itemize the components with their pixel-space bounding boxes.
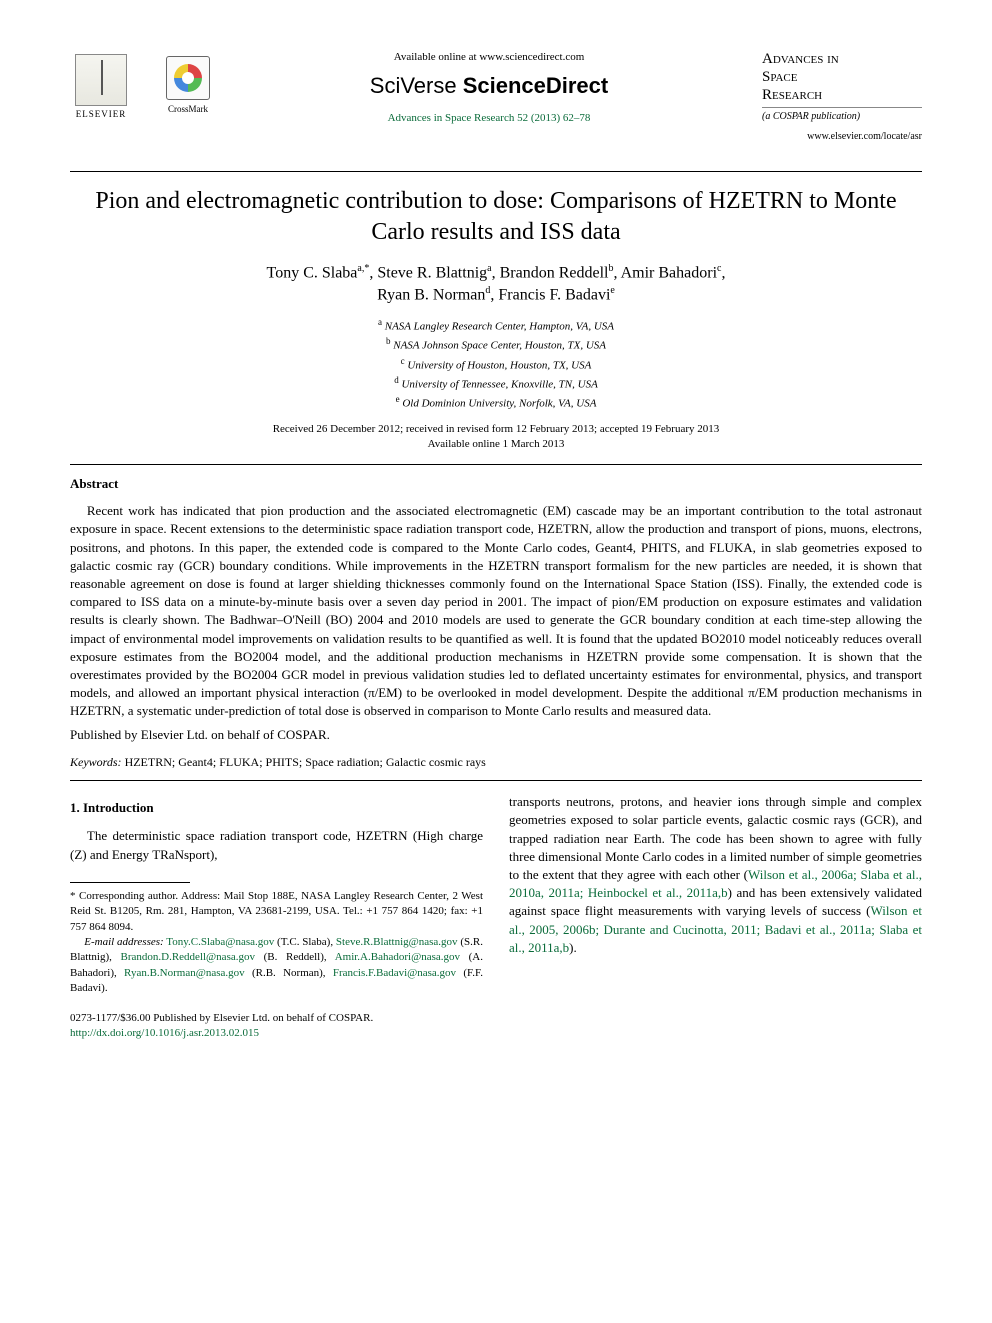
email-reddell[interactable]: Brandon.D.Reddell@nasa.gov [121,951,255,963]
email-blattnig[interactable]: Steve.R.Blattnig@nasa.gov [336,936,458,948]
available-online: Available online at www.sciencedirect.co… [394,50,585,65]
email-label: E-mail addresses: [84,936,163,948]
email-badavi[interactable]: Francis.F.Badavi@nasa.gov [333,967,456,979]
journal-title-l3: Research [762,86,922,104]
crossmark-icon [166,56,210,100]
abstract-top-rule [70,464,922,465]
journal-url: www.elsevier.com/locate/asr [762,130,922,144]
email-slaba[interactable]: Tony.C.Slaba@nasa.gov [166,936,274,948]
journal-title-l2: Space [762,68,922,86]
keywords: Keywords: HZETRN; Geant4; FLUKA; PHITS; … [70,754,922,770]
published-by: Published by Elsevier Ltd. on behalf of … [70,726,922,744]
affil-b: NASA Johnson Space Center, Houston, TX, … [393,340,606,352]
article-dates: Received 26 December 2012; received in r… [70,422,922,452]
email-bahadori[interactable]: Amir.A.Bahadori@nasa.gov [335,951,460,963]
journal-reference: Advances in Space Research 52 (2013) 62–… [388,111,591,126]
crossmark-badge[interactable]: CrossMark [160,56,216,115]
sciverse-logo: SciVerse ScienceDirect [370,71,608,101]
header-center: Available online at www.sciencedirect.co… [216,50,762,125]
keywords-list: HZETRN; Geant4; FLUKA; PHITS; Space radi… [125,755,486,769]
cospar-publication: (a COSPAR publication) [762,110,922,124]
body-columns: 1. Introduction The deterministic space … [70,793,922,1041]
intro-p1: The deterministic space radiation transp… [70,827,483,863]
author-3: , Brandon Reddell [492,265,609,282]
dates-l2: Available online 1 March 2013 [428,438,565,450]
page-header: ELSEVIER CrossMark Available online at w… [70,50,922,143]
affil-e: Old Dominion University, Norfolk, VA, US… [402,398,596,410]
author-6-aff: e [610,285,614,296]
journal-ref-link[interactable]: Advances in Space Research 52 (2013) 62–… [388,112,591,124]
elsevier-logo: ELSEVIER [70,50,132,120]
doi-link[interactable]: http://dx.doi.org/10.1016/j.asr.2013.02.… [70,1027,259,1039]
corresponding-author: * Corresponding author. Address: Mail St… [70,889,483,935]
email-norman[interactable]: Ryan.B.Norman@nasa.gov [124,967,245,979]
authors: Tony C. Slabaa,*, Steve R. Blattniga, Br… [70,262,922,306]
email-addresses: E-mail addresses: Tony.C.Slaba@nasa.gov … [70,935,483,997]
crossmark-label: CrossMark [168,103,208,115]
header-right: Advances in Space Research (a COSPAR pub… [762,50,922,143]
affil-c: University of Houston, Houston, TX, USA [407,359,591,371]
abstract-heading: Abstract [70,475,922,493]
footnote-separator [70,882,190,883]
doi-copyright-block: 0273-1177/$36.00 Published by Elsevier L… [70,1011,483,1042]
sciverse-a: SciVerse [370,73,457,98]
abstract-text: Recent work has indicated that pion prod… [70,502,922,720]
footnotes: * Corresponding author. Address: Mail St… [70,889,483,997]
article-title: Pion and electromagnetic contribution to… [70,186,922,248]
column-right: transports neutrons, protons, and heavie… [509,793,922,1041]
intro-heading: 1. Introduction [70,799,483,817]
affil-a: NASA Langley Research Center, Hampton, V… [385,321,614,333]
dates-l1: Received 26 December 2012; received in r… [273,423,720,435]
elsevier-label: ELSEVIER [76,108,127,120]
column-left: 1. Introduction The deterministic space … [70,793,483,1041]
journal-title-l1: Advances in [762,50,922,68]
author-6: , Francis F. Badavi [490,287,610,304]
author-2: , Steve R. Blattnig [369,265,487,282]
author-5: Ryan B. Norman [377,287,485,304]
header-left: ELSEVIER CrossMark [70,50,216,120]
elsevier-tree-icon [75,54,127,106]
author-1-aff: a,* [357,263,369,274]
affiliations: a NASA Langley Research Center, Hampton,… [70,316,922,412]
journal-title: Advances in Space Research [762,50,922,108]
abstract-bottom-rule [70,780,922,781]
author-4: , Amir Bahadori [613,265,717,282]
copyright-line: 0273-1177/$36.00 Published by Elsevier L… [70,1011,483,1026]
affil-d: University of Tennessee, Knoxville, TN, … [401,378,597,390]
keywords-label: Keywords: [70,755,122,769]
author-1: Tony C. Slaba [267,265,358,282]
top-rule [70,171,922,172]
intro-col2-p1: transports neutrons, protons, and heavie… [509,793,922,957]
abstract-body: Recent work has indicated that pion prod… [70,502,922,720]
sciverse-b: ScienceDirect [457,73,609,98]
